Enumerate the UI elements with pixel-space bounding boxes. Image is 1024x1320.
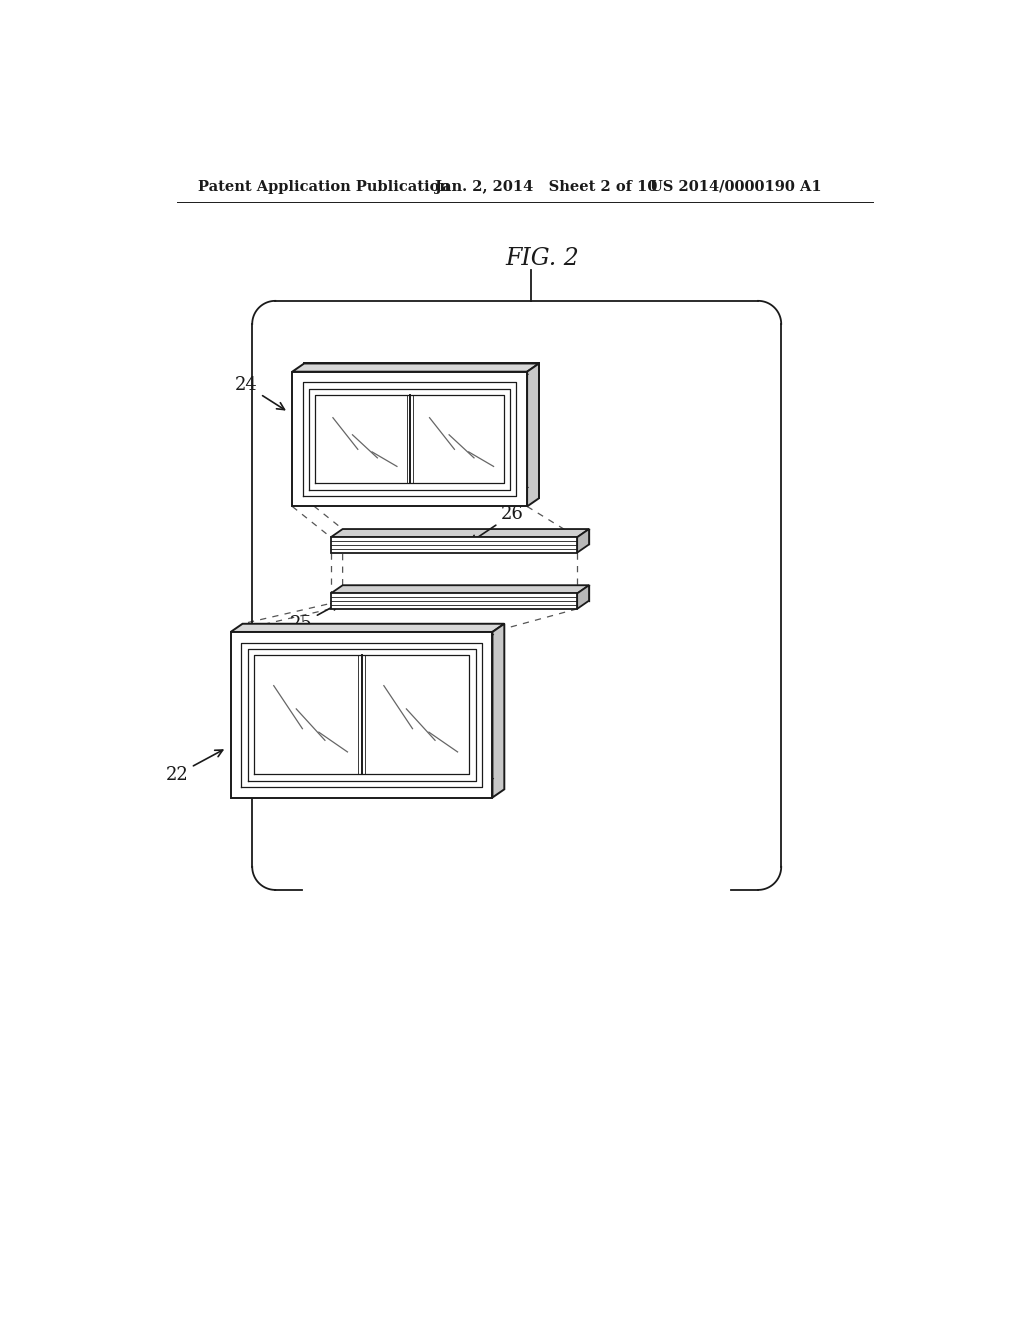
Polygon shape xyxy=(331,594,578,609)
Polygon shape xyxy=(493,624,504,797)
Text: US 2014/0000190 A1: US 2014/0000190 A1 xyxy=(650,180,822,194)
Polygon shape xyxy=(331,537,578,553)
Text: 26: 26 xyxy=(470,506,524,543)
Text: 24: 24 xyxy=(234,376,285,409)
Polygon shape xyxy=(578,585,589,609)
Polygon shape xyxy=(527,363,539,507)
Polygon shape xyxy=(331,529,589,537)
Polygon shape xyxy=(331,585,589,594)
Polygon shape xyxy=(230,632,493,797)
Text: Patent Application Publication: Patent Application Publication xyxy=(199,180,451,194)
Text: 25: 25 xyxy=(290,603,339,634)
Text: 22: 22 xyxy=(166,750,223,784)
Polygon shape xyxy=(578,529,589,553)
Polygon shape xyxy=(292,372,527,507)
Text: Jan. 2, 2014   Sheet 2 of 10: Jan. 2, 2014 Sheet 2 of 10 xyxy=(435,180,657,194)
Polygon shape xyxy=(292,363,539,372)
Text: FIG. 2: FIG. 2 xyxy=(506,247,580,271)
Polygon shape xyxy=(230,624,504,632)
